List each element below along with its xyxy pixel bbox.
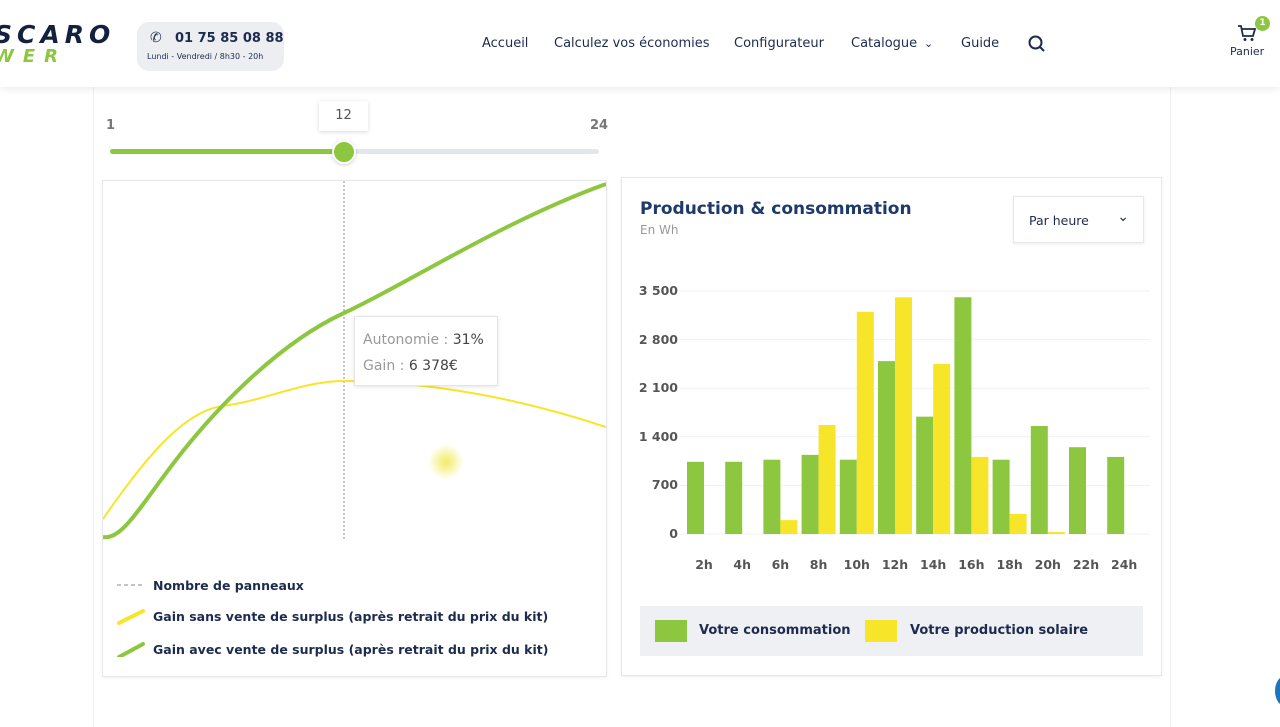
chevron-down-icon: ⌄ [1117, 209, 1129, 225]
x-tick-label: 18h [996, 557, 1023, 572]
consumption-bar-4h[interactable] [725, 461, 743, 534]
legend-production: Votre production solaire [910, 623, 1089, 638]
production-bar-16h[interactable] [971, 456, 989, 534]
consumption-bar-22h[interactable] [1069, 447, 1086, 534]
consumption-bar-10h[interactable] [839, 459, 857, 534]
legend-symbols [117, 584, 145, 657]
production-subtitle: En Wh [640, 223, 679, 237]
legend-gain-with-surplus: Gain avec vente de surplus (après retrai… [153, 642, 549, 657]
legend-consumption: Votre consommation [699, 623, 851, 638]
green-line-icon [117, 642, 145, 657]
production-title: Production & consommation [640, 199, 912, 219]
mouse-cursor-highlight [428, 444, 464, 480]
page-content [93, 87, 1171, 727]
y-tick-label: 1 400 [638, 428, 678, 444]
nav-guide[interactable]: Guide [961, 36, 1000, 51]
consumption-bar-6h[interactable] [763, 459, 781, 534]
y-tick-label: 700 [651, 477, 678, 493]
slider-handle[interactable] [332, 140, 356, 164]
opening-hours: Lundi - Vendredi / 8h30 - 20h [147, 52, 264, 61]
chat-button[interactable] [1275, 676, 1280, 706]
x-tick-label: 24h [1111, 557, 1138, 572]
consumption-bar-14h[interactable] [916, 416, 934, 534]
slider-value-tooltip: 12 [319, 101, 368, 131]
logo[interactable]: SCARO [0, 20, 116, 49]
y-tick-label: 2 100 [638, 380, 678, 396]
autonomie-value: 31% [452, 332, 484, 348]
cart-button[interactable]: Panier [1230, 24, 1264, 58]
consumption-bar-2h[interactable] [687, 461, 704, 534]
slider-fill [110, 149, 344, 154]
x-tick-label: 10h [843, 557, 870, 572]
phone-number: 01 75 85 08 88 [175, 31, 284, 46]
production-bar-8h[interactable] [818, 424, 836, 534]
nav-accueil[interactable]: Accueil [482, 36, 529, 51]
cart-label: Panier [1230, 45, 1265, 58]
slider-max: 24 [590, 118, 609, 133]
autonomie-label: Autonomie : [363, 332, 453, 348]
production-bar-10h[interactable] [856, 311, 874, 534]
x-tick-label: 2h [695, 557, 713, 572]
legend-panel-count: Nombre de panneaux [153, 578, 304, 593]
production-bar-12h[interactable] [895, 297, 912, 534]
x-tick-label: 20h [1034, 557, 1061, 572]
consumption-bar-12h[interactable] [878, 361, 895, 534]
logo-subtitle: WER [0, 46, 68, 67]
search-icon[interactable] [1028, 35, 1046, 53]
production-bar-chart [680, 290, 1150, 535]
x-tick-label: 16h [958, 557, 985, 572]
y-tick-label: 0 [669, 526, 678, 541]
consumption-bar-18h[interactable] [992, 459, 1010, 534]
y-tick-label: 2 800 [638, 331, 678, 347]
gain-value: 6 378€ [408, 358, 458, 374]
production-swatch [865, 620, 897, 642]
x-tick-label: 22h [1072, 557, 1100, 572]
consumption-bar-8h[interactable] [801, 454, 819, 534]
production-bar-18h[interactable] [1009, 513, 1027, 534]
x-tick-label: 8h [809, 557, 828, 572]
period-select-value: Par heure [1029, 213, 1089, 228]
production-bar-6h[interactable] [780, 520, 798, 534]
gain-tooltip: Autonomie : 31% Gain : 6 378€ [354, 316, 498, 386]
gain-with-surplus-line [103, 182, 606, 540]
production-bar-20h[interactable] [1047, 531, 1065, 534]
period-select[interactable]: Par heure ⌄ [1013, 196, 1144, 243]
y-tick-label: 3 500 [638, 283, 678, 298]
x-tick-label: 4h [733, 557, 751, 572]
production-bar-14h[interactable] [933, 363, 951, 534]
site-header: SCARO WER ✆ 01 75 85 08 88 Lundi - Vendr… [0, 0, 1280, 87]
consumption-bar-20h[interactable] [1030, 426, 1048, 534]
chevron-down-icon[interactable]: ⌄ [924, 37, 934, 50]
yellow-line-icon [117, 609, 145, 625]
phone-contact[interactable]: ✆ 01 75 85 08 88 Lundi - Vendredi / 8h30… [137, 22, 284, 71]
cart-icon [1238, 25, 1257, 41]
gain-without-surplus-line [103, 379, 606, 520]
consumption-bar-16h[interactable] [954, 297, 972, 534]
slider-min: 1 [106, 118, 116, 133]
legend-gain-without-surplus: Gain sans vente de surplus (après retrai… [153, 609, 549, 624]
gain-label: Gain : [363, 358, 409, 374]
x-tick-label: 12h [881, 557, 909, 572]
x-tick-label: 14h [920, 557, 947, 572]
consumption-swatch [655, 620, 687, 642]
cart-count-badge: 1 [1255, 16, 1270, 31]
nav-configurateur[interactable]: Configurateur [734, 36, 824, 51]
phone-icon: ✆ [150, 30, 162, 46]
nav-calculez[interactable]: Calculez vos économies [554, 36, 710, 51]
gain-chart [103, 181, 606, 540]
production-legend: Votre consommation Votre production sola… [640, 606, 1143, 656]
consumption-bar-24h[interactable] [1107, 456, 1125, 534]
gain-chart-card [102, 180, 607, 677]
nav-catalogue[interactable]: Catalogue [851, 36, 918, 51]
x-tick-label: 6h [771, 557, 790, 572]
